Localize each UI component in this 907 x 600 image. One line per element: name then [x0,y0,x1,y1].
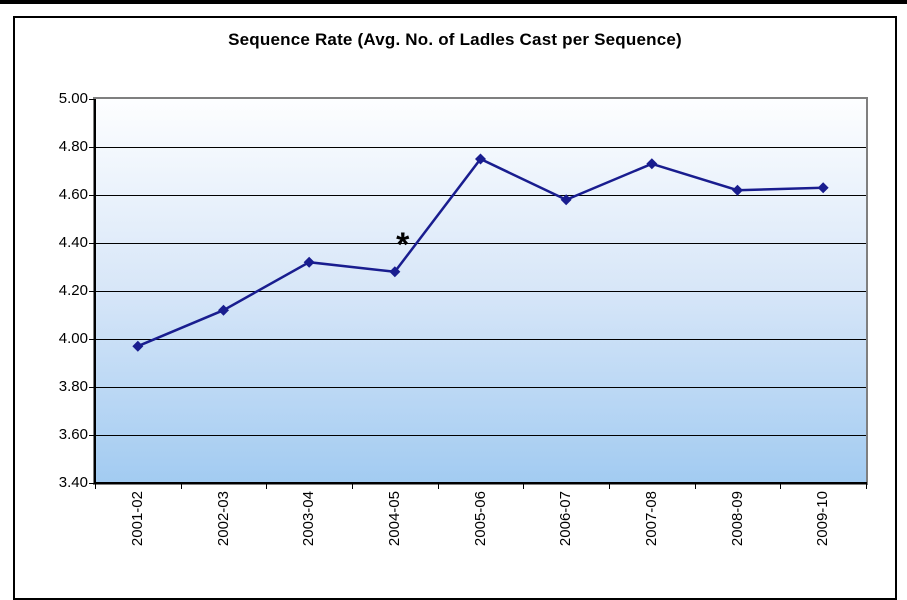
data-point-marker [132,340,144,352]
data-point-marker [475,153,486,165]
y-axis-line [94,99,96,484]
gridline [95,195,866,196]
gridline [95,387,866,388]
series-line [137,157,824,348]
y-axis-label: 4.20 [58,282,88,299]
top-border-rule [0,0,907,4]
gridline [95,339,866,340]
y-axis-label: 4.60 [58,186,88,203]
data-point-marker [732,184,743,196]
y-tick [89,147,95,148]
data-point-marker [560,194,572,206]
x-tick [609,483,610,489]
y-tick [89,99,95,100]
x-tick [866,483,867,489]
data-point-marker [303,256,315,268]
gridline [95,435,866,436]
y-axis-label: 4.80 [58,138,88,155]
x-axis-label: 2005-06 [471,491,489,547]
chart-frame: Sequence Rate (Avg. No. of Ladles Cast p… [13,16,897,600]
x-axis-label: 2004-05 [385,491,403,547]
y-tick [89,243,95,244]
plot-area: * [93,97,868,485]
gridline [95,243,866,244]
x-tick [95,483,96,489]
gridline [95,291,866,292]
y-axis-label: 3.80 [58,378,88,395]
y-tick [89,291,95,292]
series-svg: * [132,153,829,352]
y-axis-label: 3.40 [58,474,88,491]
x-tick [352,483,353,489]
x-axis-line [94,482,867,484]
annotation-asterisk: * [396,226,410,264]
y-tick [89,339,95,340]
data-point-marker [817,182,829,194]
y-axis-label: 4.40 [58,234,88,251]
x-axis-label: 2001-02 [128,491,146,547]
y-tick [89,195,95,196]
data-point-marker [389,266,401,278]
x-axis-label: 2006-07 [557,491,575,547]
y-tick [89,435,95,436]
x-tick [438,483,439,489]
x-tick [695,483,696,489]
y-tick [89,387,95,388]
x-axis-label: 2007-08 [642,491,660,547]
y-axis-label: 4.00 [58,330,88,347]
x-tick [266,483,267,489]
x-axis-label: 2003-04 [300,491,318,547]
x-tick [780,483,781,489]
gridline [95,147,866,148]
x-tick [181,483,182,489]
chart-title: Sequence Rate (Avg. No. of Ladles Cast p… [228,30,682,49]
data-point-marker [218,304,229,316]
y-axis-label: 5.00 [58,90,88,107]
x-axis-label: 2002-03 [214,491,232,547]
data-point-marker [646,158,658,170]
x-axis-label: 2008-09 [728,491,746,547]
x-axis-label: 2009-10 [814,491,832,547]
x-tick [523,483,524,489]
y-axis-label: 3.60 [58,426,88,443]
y-tick [89,483,95,484]
